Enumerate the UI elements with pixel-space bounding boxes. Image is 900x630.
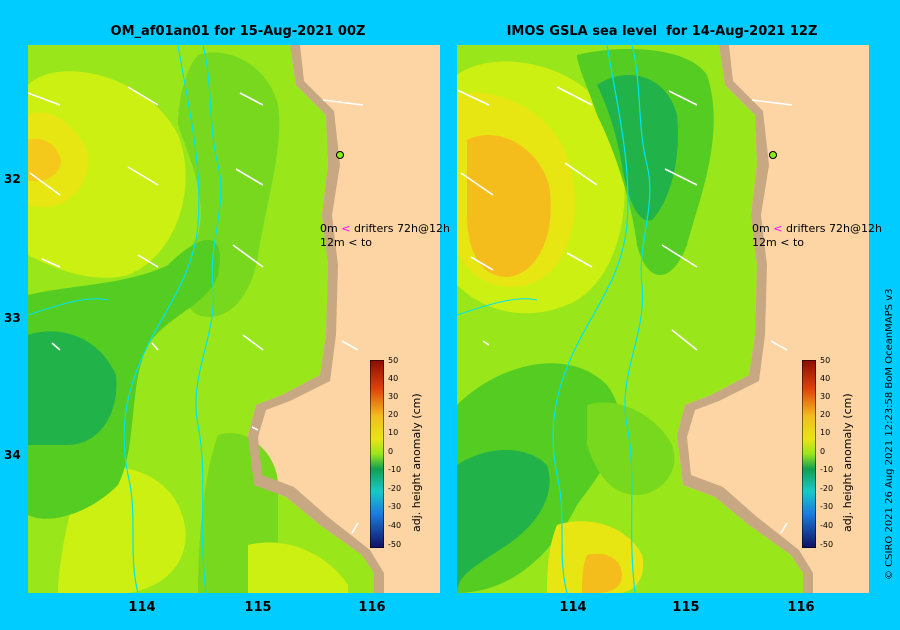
colorbar-2: [802, 360, 816, 548]
legend-text: to: [792, 236, 804, 249]
drifter-legend-row-1: 0m < drifters 72h@12h: [752, 222, 882, 235]
drifter-arrow-icon: <: [341, 222, 351, 235]
drifter-legend-row-2: 12m < to: [320, 236, 372, 249]
colorbar-2-title: adj. height anomaly (cm): [841, 393, 854, 532]
x-tick-label: 116: [358, 600, 386, 615]
x-tick-label: 115: [244, 600, 272, 615]
drifter-legend-row-2: 12m < to: [752, 236, 804, 249]
colorbar-tick: 20: [388, 410, 399, 419]
y-tick-label: 34: [4, 448, 21, 462]
anomaly-map-observed: [457, 45, 813, 593]
colorbar-tick: -40: [820, 521, 834, 530]
colorbar-tick: 10: [388, 428, 399, 437]
colorbar-1-title: adj. height anomaly (cm): [410, 393, 423, 532]
anomaly-region: [28, 138, 61, 182]
colorbar-tick: 20: [820, 410, 831, 419]
colorbar-1: [370, 360, 384, 548]
colorbar-tick: -30: [820, 502, 834, 511]
map-panel-model[interactable]: [28, 45, 440, 593]
legend-depth-value: 0m: [752, 222, 770, 235]
panel-1-title: OM_af01an01 for 15-Aug-2021 00Z: [110, 24, 366, 39]
colorbar-tick: -30: [388, 502, 402, 511]
legend-depth-value: 0m: [320, 222, 338, 235]
colorbar-tick: -10: [388, 465, 402, 474]
map-panel-observed[interactable]: [457, 45, 869, 593]
colorbar-tick: -20: [388, 484, 402, 493]
y-tick-label: 33: [4, 311, 21, 325]
anomaly-region: [597, 75, 678, 221]
colorbar-tick: 50: [388, 356, 399, 365]
colorbar-tick: 40: [388, 374, 399, 383]
x-tick-label: 115: [672, 600, 700, 615]
colorbar-tick: -20: [820, 484, 834, 493]
anomaly-region: [28, 331, 117, 445]
colorbar-tick: -40: [388, 521, 402, 530]
anomaly-map-model: [28, 45, 384, 593]
colorbar-tick: -10: [820, 465, 834, 474]
colorbar-tick: 10: [820, 428, 831, 437]
anomaly-region: [28, 71, 186, 278]
x-tick-label: 114: [559, 600, 587, 615]
colorbar-tick: 30: [388, 392, 399, 401]
x-tick-label: 116: [787, 600, 815, 615]
legend-text: to: [360, 236, 372, 249]
colorbar-tick: 0: [820, 447, 826, 456]
anomaly-region: [582, 553, 622, 593]
colorbar-tick: -50: [820, 540, 834, 549]
colorbar-tick: 50: [820, 356, 831, 365]
legend-depth-value: 12m: [320, 236, 345, 249]
drifter-arrow-icon: <: [773, 222, 783, 235]
colorbar-tick: 40: [820, 374, 831, 383]
panel-2-title: IMOS GSLA sea level for 14-Aug-2021 12Z: [506, 24, 818, 39]
anomaly-region: [28, 240, 220, 519]
arrow-icon: <: [348, 236, 358, 249]
x-tick-label: 114: [128, 600, 156, 615]
anomaly-region: [467, 135, 551, 277]
anomaly-region: [457, 450, 550, 593]
colorbar-tick: 30: [820, 392, 831, 401]
colorbar-tick: 0: [388, 447, 394, 456]
credit-text: © CSIRO 2021 26 Aug 2021 12:23:58 BoM Oc…: [884, 288, 895, 581]
drifter-legend-row-1: 0m < drifters 72h@12h: [320, 222, 450, 235]
legend-text: drifters 72h@12h: [785, 222, 882, 235]
anomaly-region: [248, 542, 348, 593]
legend-depth-value: 12m: [752, 236, 777, 249]
y-tick-label: 32: [4, 172, 21, 186]
arrow-icon: <: [780, 236, 790, 249]
colorbar-tick: -50: [388, 540, 402, 549]
legend-text: drifters 72h@12h: [353, 222, 450, 235]
